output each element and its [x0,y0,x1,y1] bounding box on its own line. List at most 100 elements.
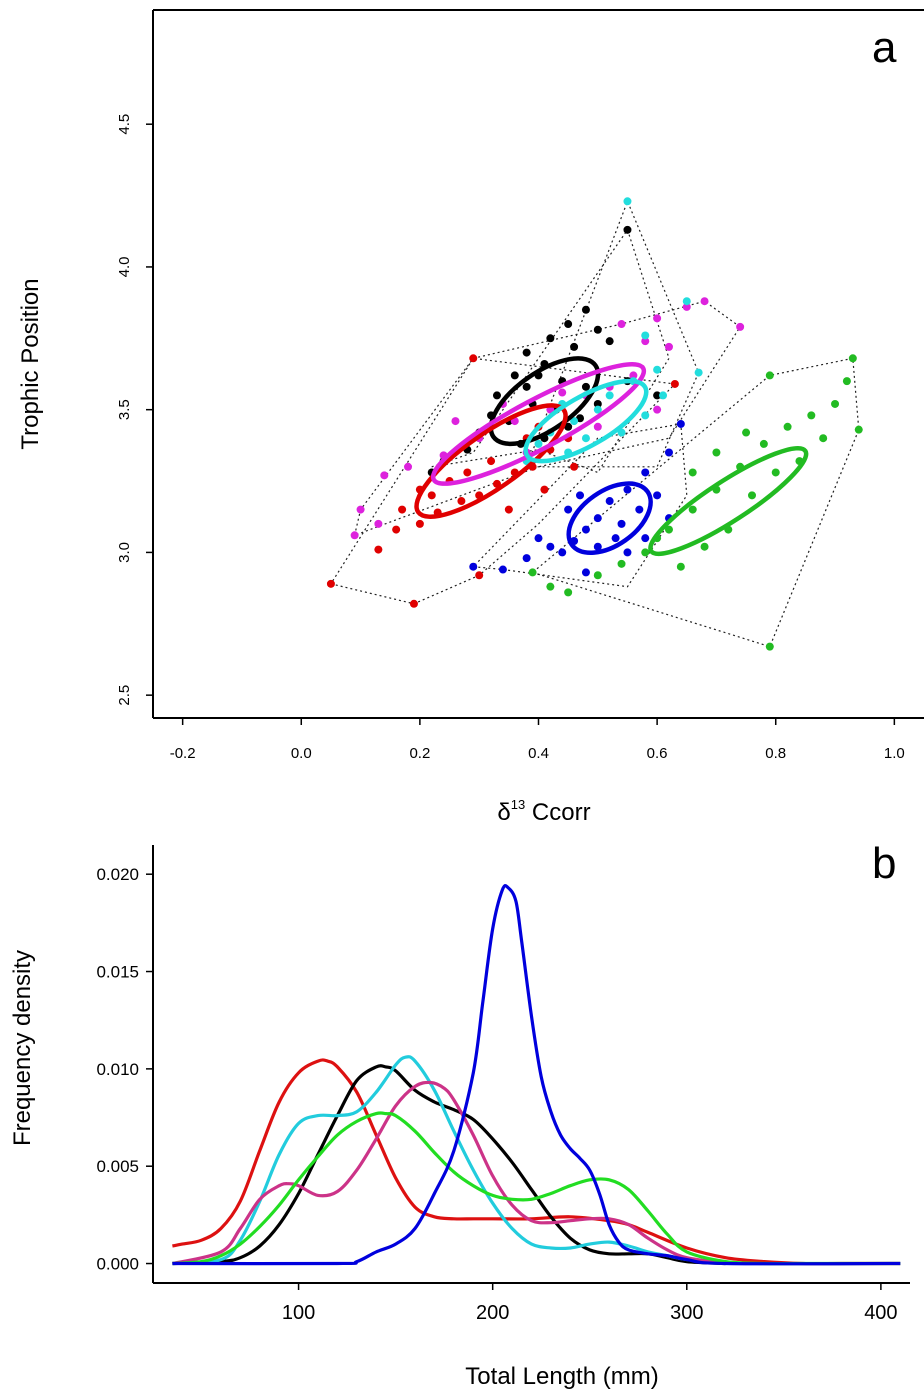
y-tick-label-a: 4.0 [116,257,133,278]
data-point [487,457,496,466]
x-tick-label-a: 0.6 [647,745,668,762]
data-point [641,411,650,420]
data-point [682,297,691,306]
x-tick-label-b: 100 [282,1302,315,1324]
data-point [641,534,650,543]
data-point [783,422,792,431]
data-point [380,471,389,480]
data-point [469,562,478,571]
data-point [653,405,662,414]
data-point [641,548,650,557]
data-point [581,525,590,534]
data-point [629,371,638,380]
data-point [593,405,602,414]
data-point [350,531,359,540]
ellipses-a [414,356,809,557]
x-tick-label-b: 200 [476,1302,509,1324]
x-axis-title-b: Total Length (mm) [465,1363,658,1390]
data-point [564,422,573,431]
data-point [617,519,626,528]
data-point [641,331,650,340]
y-tick-label-b: 0.015 [96,963,139,982]
data-point [451,417,460,426]
sea-ellipse-2 [430,362,647,486]
sea-ellipse-5 [648,445,809,557]
density-line-5 [172,883,901,1266]
data-point [617,559,626,568]
data-point [664,448,673,457]
data-point [641,337,650,346]
data-point [593,514,602,523]
data-point [664,525,673,534]
data-point [564,320,573,329]
data-point [653,314,662,323]
data-point [593,422,602,431]
x-axis-title-a: δ13 Ccorr [497,797,590,826]
density-line-4 [172,1111,901,1266]
x-axis-title-a-main: δ [497,799,510,826]
data-point [842,377,851,386]
data-point [463,468,472,477]
data-point [593,571,602,580]
convex-hulls-a [330,199,860,648]
data-point [374,545,383,554]
data-point [605,337,614,346]
x-tick-label-a: 0.0 [291,745,312,762]
data-point [676,419,685,428]
data-point [570,342,579,351]
data-point [427,491,436,500]
data-point [623,548,632,557]
data-point [736,322,745,331]
convex-hull-3 [526,199,700,468]
density-line-1 [172,1064,726,1266]
data-point [819,434,828,443]
data-point [492,391,501,400]
data-point [522,382,531,391]
data-point [593,325,602,334]
axes-a: 2.5 3.0 3.5 4.0 4.5 -0.2 0.0 0.2 0.4 0.6 0.8 1.0 [116,9,924,762]
x-tick-label-a: 0.8 [765,745,786,762]
y-tick-label-a: 3.5 [116,399,133,420]
data-point [581,382,590,391]
data-point [807,411,816,420]
data-point [546,334,555,343]
density-lines-b [172,883,901,1266]
convex-hull-4 [472,423,688,588]
data-point [700,297,709,306]
data-point [623,197,632,206]
y-axis-title-b: Frequency density [9,950,36,1146]
data-point [664,342,673,351]
data-point [457,497,466,506]
data-point [611,534,620,543]
data-point [653,391,662,400]
data-point [765,642,774,651]
data-point [659,391,668,400]
data-point [356,505,365,514]
data-point [409,599,418,608]
data-point [771,468,780,477]
y-tick-label-a: 3.0 [116,542,133,563]
data-point [398,505,407,514]
data-point [576,491,585,500]
data-point [694,368,703,377]
x-tick-label-a: -0.2 [170,745,196,762]
y-tick-label-b: 0.010 [96,1060,139,1079]
data-point [593,399,602,408]
data-point [854,425,863,434]
data-point [848,354,857,363]
x-axis-title-a-rest: Ccorr [525,799,590,826]
data-point [581,305,590,314]
data-point [570,417,579,426]
panel-a-letter: a [872,23,897,72]
x-tick-label-b: 400 [864,1302,897,1324]
data-point [534,534,543,543]
data-point [576,414,585,423]
data-point [522,348,531,357]
data-point [581,434,590,443]
data-point [546,582,555,591]
y-tick-label-b: 0.005 [96,1157,139,1176]
data-point [712,448,721,457]
data-point [498,565,507,574]
